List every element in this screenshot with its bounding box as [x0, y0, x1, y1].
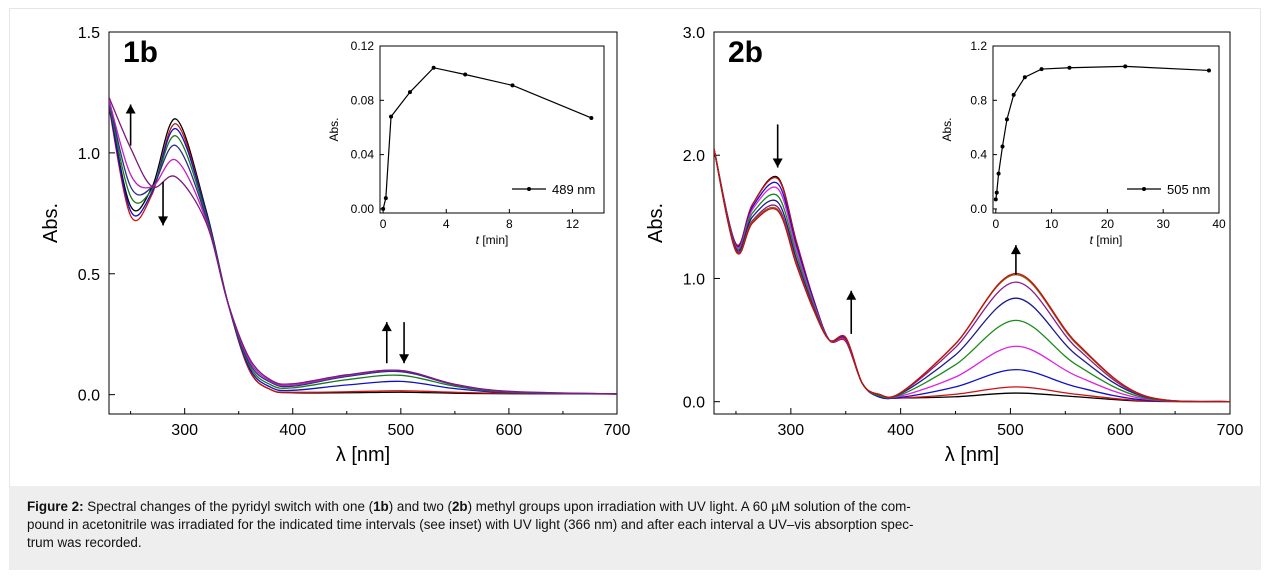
chart-1b-x-axis-label: λ [nm] [336, 444, 390, 466]
chart-2b-xtick-label: 600 [1107, 422, 1134, 439]
inset-2b-ytick-label: 0.4 [970, 148, 987, 162]
inset-2b-ytick-label: 0.8 [970, 93, 987, 107]
inset-2b-xtick-label: 30 [1157, 217, 1171, 231]
inset-2b-data-point [1206, 68, 1211, 73]
chart-1b-y-axis-label: Abs. [40, 203, 62, 243]
chart-1b-series-7 [109, 97, 617, 395]
inset-2b-data-point [1039, 67, 1044, 72]
inset-1b-plot-frame [379, 45, 605, 214]
inset-1b-data-point [389, 114, 394, 119]
inset-2b-data-point [1004, 117, 1009, 122]
inset-1b-data-point [383, 196, 388, 201]
chart-2b-xtick-label: 300 [777, 422, 804, 439]
inset-1b-data-point [589, 115, 594, 120]
chart-1b-panel-label: 1b [123, 36, 158, 69]
inset-2b-x-axis-unit: [min] [1093, 233, 1122, 247]
chart-1b-xtick-label: 400 [279, 422, 306, 439]
chart-1b-xtick-label: 600 [496, 422, 523, 439]
inset-1b-ytick-label: 0.04 [351, 148, 375, 162]
caption-text-part3: ) methyl groups upon irradiation with UV… [467, 499, 911, 514]
inset-1b-ytick-label: 0.00 [351, 202, 375, 216]
chart-1b-ytick-label: 1.0 [78, 146, 100, 163]
chart-1b-change-arrow-head-4 [399, 354, 410, 364]
caption-line-3: trum was recorded. [27, 535, 142, 550]
inset-1b-xtick-label: 4 [443, 217, 450, 231]
inset-1b-data-point [510, 83, 515, 88]
chart-1b-ytick-label: 0.0 [78, 388, 100, 405]
chart-2b-change-arrow-head-3 [1010, 245, 1021, 255]
chart-2b-series-9 [714, 148, 1230, 403]
inset-2b-data-point [996, 171, 1001, 176]
inset-2b-x-axis-label: t [min] [1090, 233, 1123, 247]
chart-1b-xtick-label: 500 [387, 422, 414, 439]
chart-1b-change-arrow-head-1 [125, 104, 136, 114]
caption-text-part1: Spectral changes of the pyridyl switch w… [83, 499, 374, 514]
inset-2b-y-axis-label: Abs. [940, 117, 954, 141]
caption-prefix: Figure 2: [27, 499, 84, 514]
chart-1b-series-2 [109, 106, 617, 395]
caption-line-1: Figure 2: Spectral changes of the pyridy… [27, 498, 1243, 516]
inset-1b-data-point [381, 206, 386, 211]
inset-1b-legend-label: 489 nm [552, 182, 595, 197]
inset-2b-xtick-label: 20 [1101, 217, 1115, 231]
inset-1b-ytick-label: 0.08 [351, 93, 375, 107]
chart-1b-plot-frame [108, 31, 618, 415]
inset-2b-ytick-label: 0.0 [970, 202, 987, 216]
chart-2b-change-arrow-head-1 [772, 158, 783, 168]
chart-2b-x-axis-label: λ [nm] [945, 444, 999, 466]
chart-2b-xtick-label: 700 [1217, 422, 1244, 439]
chart-2b-ytick-label: 1.0 [683, 271, 705, 288]
chart-2b-xtick-label: 400 [887, 422, 914, 439]
inset-1b-x-axis-label: t [min] [476, 233, 509, 247]
inset-2b-xtick-label: 0 [992, 217, 999, 231]
inset-2b-data-point [1123, 64, 1128, 69]
inset-2b-data-point [1022, 75, 1027, 80]
chart-1b-change-arrow-head-3 [381, 322, 392, 332]
inset-2b-legend-label: 505 nm [1167, 182, 1210, 197]
caption-bold-2b: 2b [451, 499, 468, 514]
figure-caption: Figure 2: Spectral changes of the pyridy… [9, 486, 1261, 570]
inset-1b-data-point [463, 72, 468, 77]
inset-1b-data-point [407, 90, 412, 95]
inset-2b-ytick-label: 1.2 [970, 39, 987, 53]
caption-text-part2: ) and two ( [388, 499, 452, 514]
inset-1b-legend-marker [527, 187, 531, 191]
inset-2b-data-point [1000, 144, 1005, 149]
chart-2b-y-axis-label: Abs. [645, 203, 667, 243]
inset-1b-xtick-label: 0 [380, 217, 387, 231]
chart-2b-plot-frame [713, 31, 1231, 415]
caption-line-2: pound in acetonitrile was irradiated for… [27, 517, 914, 532]
inset-2b-xtick-label: 10 [1045, 217, 1059, 231]
inset-1b-ytick-label: 0.12 [351, 39, 375, 53]
inset-2b-data-point [994, 190, 999, 195]
inset-1b-x-axis-var: t [476, 233, 480, 247]
inset-2b-legend-marker [1142, 187, 1146, 191]
chart-1b-change-arrow-head-2 [158, 216, 169, 226]
chart-2b-ytick-label: 2.0 [683, 148, 705, 165]
chart-2b-ytick-label: 3.0 [683, 25, 705, 42]
chart-2b-change-arrow-head-2 [846, 290, 857, 300]
caption-bold-1b: 1b [373, 499, 389, 514]
inset-1b-data-point [431, 65, 436, 70]
inset-1b-xtick-label: 12 [566, 217, 580, 231]
inset-1b-y-axis-label: Abs. [327, 117, 341, 141]
inset-1b-xtick-label: 8 [506, 217, 513, 231]
inset-2b-data-point [993, 197, 998, 202]
chart-1b-xtick-label: 300 [171, 422, 198, 439]
inset-2b-data-point [1067, 65, 1072, 70]
inset-2b-data-point [1011, 92, 1016, 97]
chart-1b-series-3 [109, 104, 617, 395]
inset-2b-x-axis-var: t [1090, 233, 1094, 247]
chart-2b-ytick-label: 0.0 [683, 395, 705, 412]
chart-1b-xtick-label: 700 [604, 422, 631, 439]
inset-1b-x-axis-unit: [min] [479, 233, 508, 247]
inset-2b-xtick-label: 40 [1212, 217, 1226, 231]
chart-1b-ytick-label: 1.5 [78, 25, 100, 42]
inset-1b-series-line [382, 67, 592, 210]
chart-2b-panel-label: 2b [728, 36, 763, 69]
chart-2b-xtick-label: 500 [997, 422, 1024, 439]
chart-1b-ytick-label: 0.5 [78, 267, 100, 284]
